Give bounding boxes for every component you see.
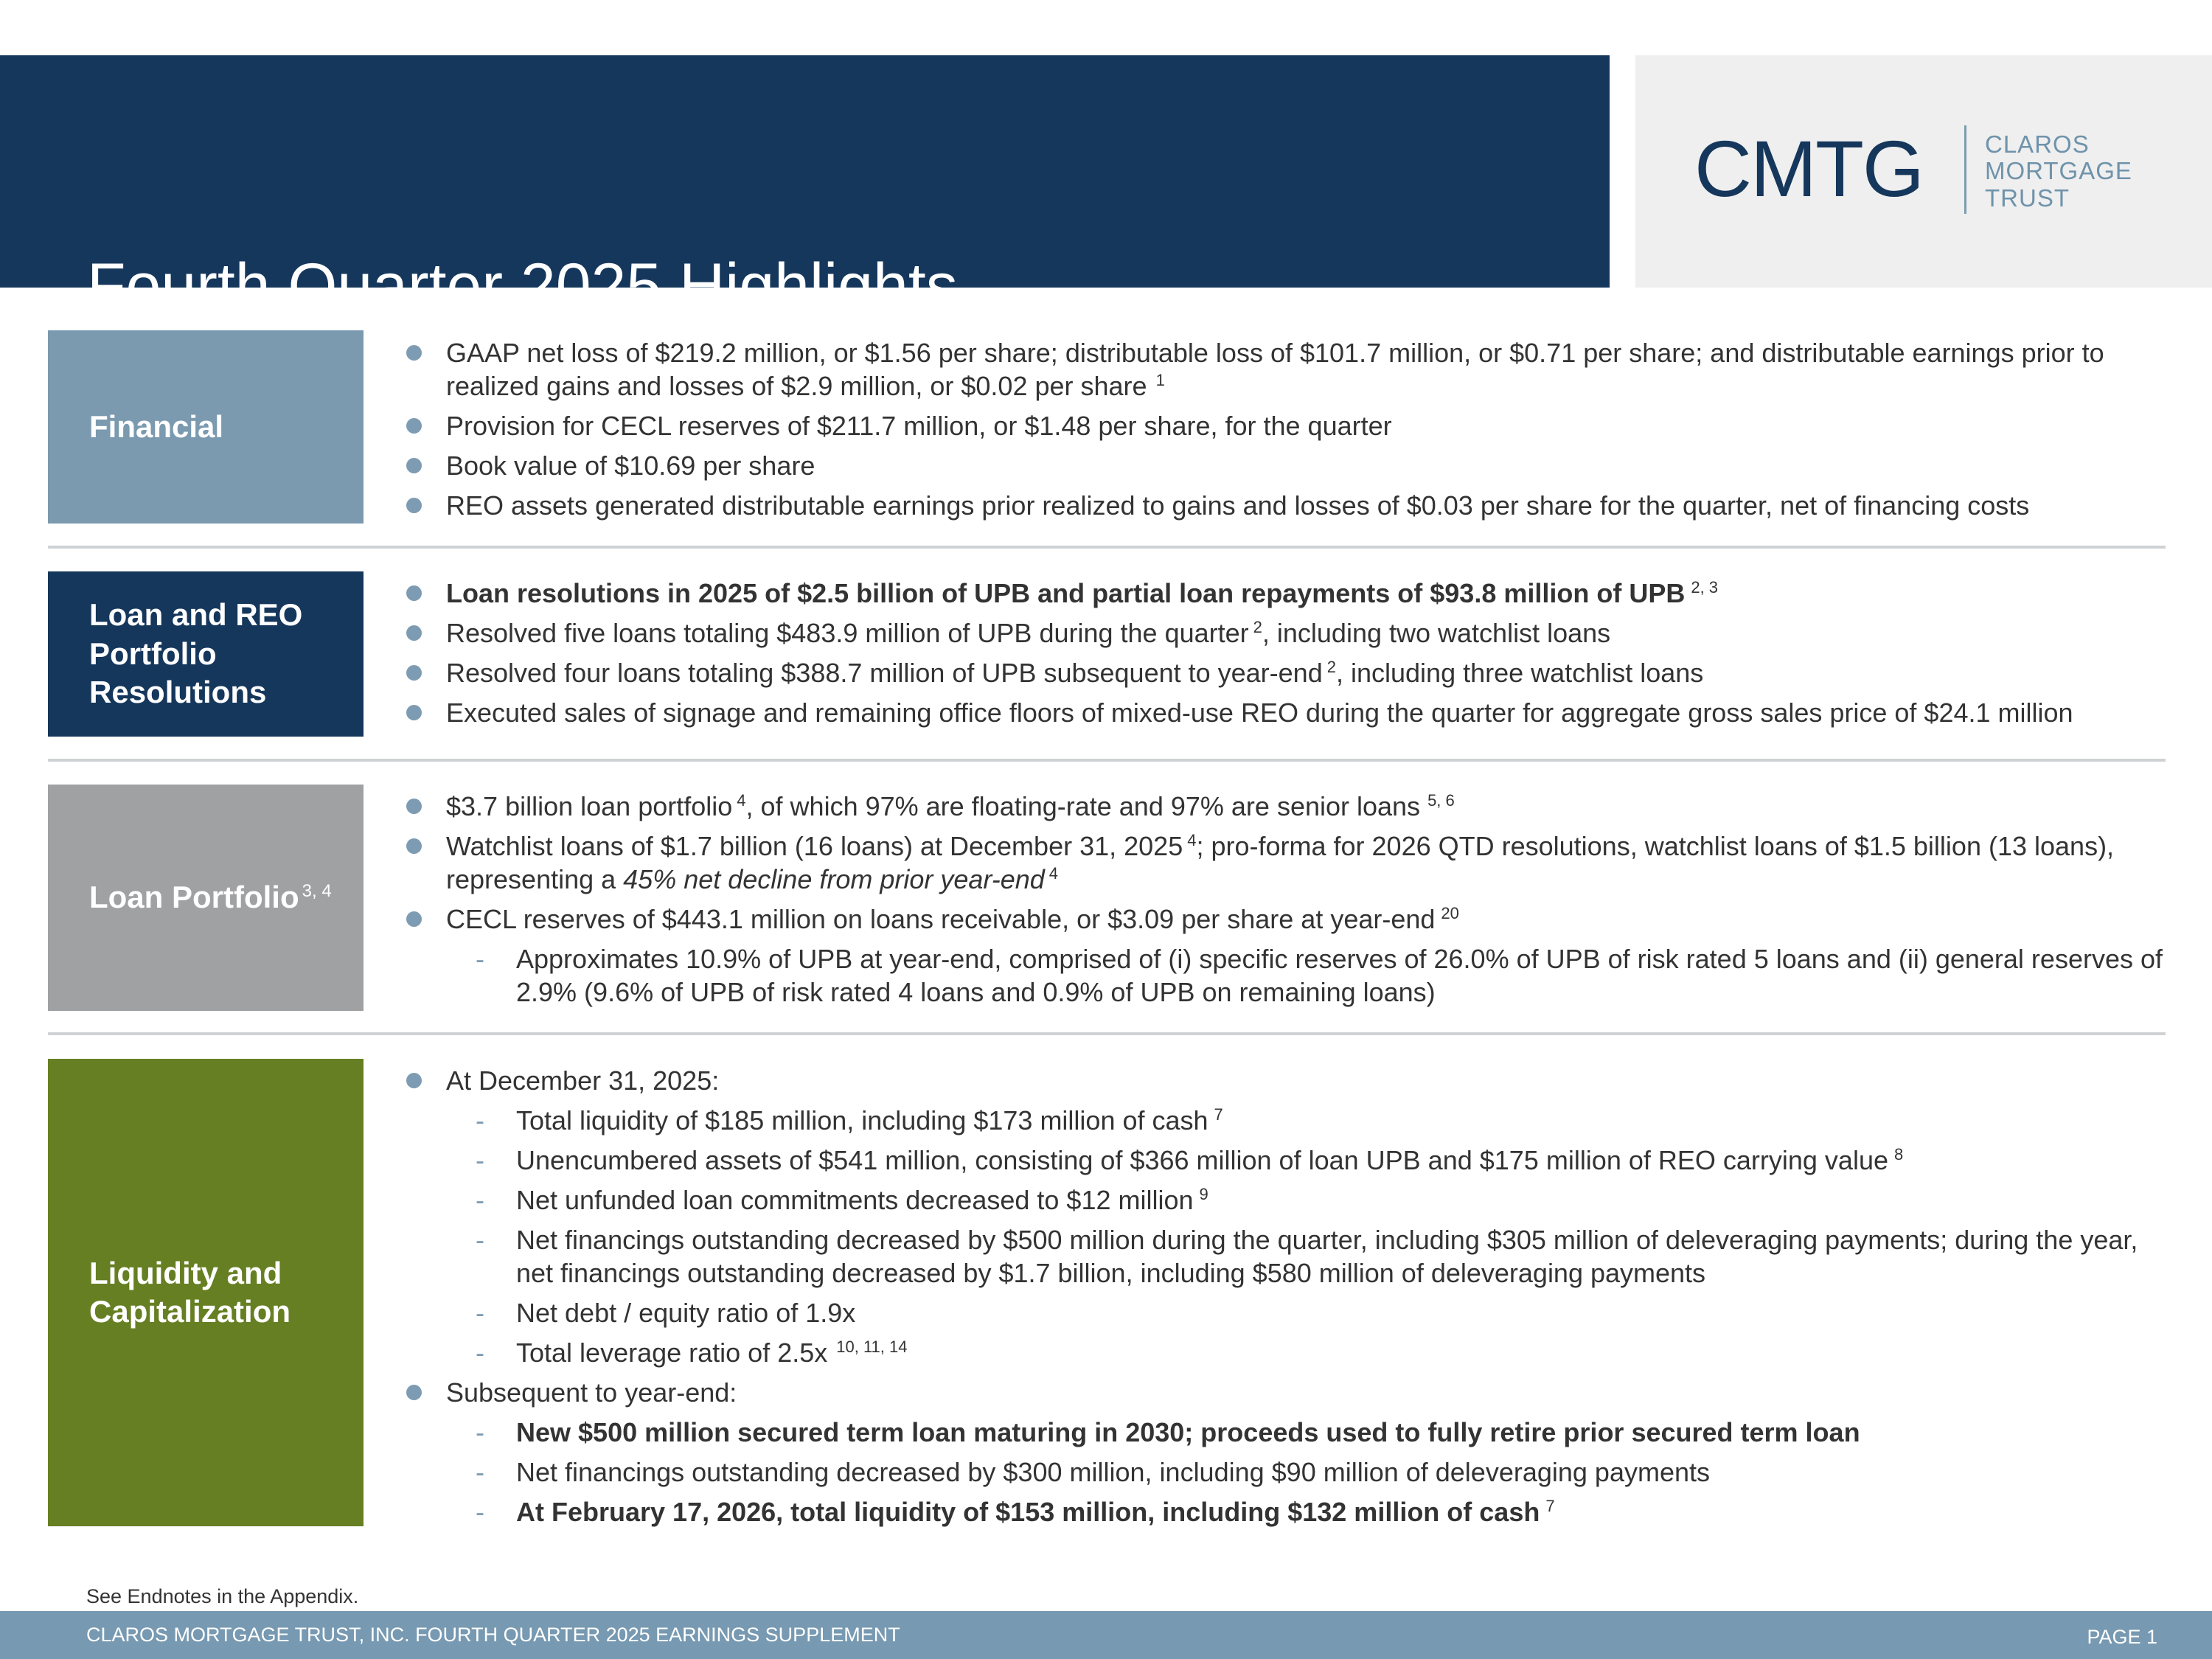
dash-icon: -: [476, 1338, 484, 1368]
dash-icon: -: [476, 944, 484, 974]
bullet-icon: [406, 911, 422, 927]
sub-bullet-item: - Unencumbered assets of $541 million, c…: [476, 1145, 1904, 1175]
dash-icon: -: [476, 1145, 484, 1175]
section-content-portfolio: $3.7 billion loan portfolio 4, of which 9…: [402, 790, 2171, 1009]
bullet-item: Loan resolutions in 2025 of $2.5 billion…: [402, 577, 2171, 610]
section-divider: [48, 759, 2166, 762]
company-logo: CMTG CLAROS MORTGAGE TRUST: [1635, 55, 2212, 288]
section-label-liquidity: Liquidity and Capitalization: [48, 1059, 364, 1526]
bullet-item: Resolved four loans totaling $388.7 mill…: [402, 656, 2171, 689]
bullet-item: Book value of $10.69 per share: [402, 449, 2171, 482]
section-label-text: Financial: [89, 408, 224, 444]
dash-icon: -: [476, 1225, 484, 1255]
bullet-icon: [406, 498, 422, 513]
footer-band: CLAROS MORTGAGE TRUST, INC. FOURTH QUART…: [0, 1611, 2212, 1659]
section-label-financial: Financial: [48, 330, 364, 524]
bullet-item: Subsequent to year-end:: [402, 1376, 2171, 1409]
logo-name-line: CLAROS: [1985, 131, 2090, 158]
bullet-icon: [406, 345, 422, 361]
dash-icon: -: [476, 1457, 484, 1487]
sub-bullet-item: - Approximates 10.9% of UPB at year-end,…: [476, 944, 2163, 1007]
section-divider: [48, 546, 2166, 549]
sub-bullet-item: - Net unfunded loan commitments decrease…: [476, 1185, 1208, 1215]
bullet-item: Executed sales of signage and remaining …: [402, 696, 2171, 729]
page-title: Fourth Quarter 2025 Highlights: [87, 251, 958, 321]
bullet-icon: [406, 838, 422, 854]
bullet-icon: [406, 418, 422, 434]
section-label-portfolio: Loan Portfolio 3, 4: [48, 785, 364, 1011]
bullet-item: CECL reserves of $443.1 million on loans…: [402, 902, 2171, 936]
sub-bullet-item: - Net debt / equity ratio of 1.9x: [476, 1298, 856, 1328]
dash-icon: -: [476, 1417, 484, 1447]
section-label-line: Loan and REO: [89, 597, 303, 633]
bullet-item: REO assets generated distributable earni…: [402, 489, 2171, 522]
page-number: PAGE 1: [2087, 1626, 2157, 1648]
dash-icon: -: [476, 1105, 484, 1135]
bullet-icon: [406, 705, 422, 720]
section-label-sup: 3, 4: [302, 881, 332, 902]
section-content-financial: GAAP net loss of $219.2 million, or $1.5…: [402, 336, 2171, 522]
sub-bullet-item: - Total leverage ratio of 2.5x 10, 11, 14: [476, 1338, 908, 1368]
bullet-item: GAAP net loss of $219.2 million, or $1.5…: [402, 336, 2171, 403]
bullet-item: Provision for CECL reserves of $211.7 mi…: [402, 409, 2171, 442]
section-divider: [48, 1032, 2166, 1035]
dash-icon: -: [476, 1185, 484, 1215]
bullet-icon: [406, 585, 422, 601]
sub-bullet-item: - At February 17, 2026, total liquidity …: [476, 1497, 1555, 1527]
bullet-icon: [406, 1385, 422, 1400]
section-label-line: Liquidity and: [89, 1255, 282, 1290]
section-label-line: Portfolio: [89, 636, 217, 671]
dash-icon: -: [476, 1497, 484, 1527]
logo-name-line: MORTGAGE: [1985, 157, 2132, 185]
footer-text: CLAROS MORTGAGE TRUST, INC. FOURTH QUART…: [86, 1624, 900, 1646]
sub-bullet-item: - Net financings outstanding decreased b…: [476, 1457, 1710, 1487]
dash-icon: -: [476, 1298, 484, 1328]
bullet-icon: [406, 799, 422, 814]
bullet-icon: [406, 1073, 422, 1088]
logo-name-line: TRUST: [1985, 184, 2070, 212]
logo-divider: [1964, 125, 1966, 214]
sub-bullet-item: - Net financings outstanding decreased b…: [476, 1225, 2138, 1288]
bullet-item: At December 31, 2025:: [402, 1064, 2171, 1097]
bullet-icon: [406, 665, 422, 681]
endnotes-note: See Endnotes in the Appendix.: [86, 1585, 359, 1607]
bullet-icon: [406, 625, 422, 641]
section-content-resolutions: Loan resolutions in 2025 of $2.5 billion…: [402, 577, 2171, 729]
section-label-resolutions: Loan and REO Portfolio Resolutions: [48, 571, 364, 737]
bullet-item: Watchlist loans of $1.7 billion (16 loan…: [402, 830, 2171, 896]
sub-bullet-item: - New $500 million secured term loan mat…: [476, 1417, 1860, 1447]
bullet-icon: [406, 458, 422, 473]
sub-bullet-item: - Total liquidity of $185 million, inclu…: [476, 1105, 1223, 1135]
logo-name: CLAROS MORTGAGE TRUST: [1985, 131, 2132, 212]
header-band: Fourth Quarter 2025 Highlights: [0, 55, 1610, 318]
section-content-liquidity: At December 31, 2025: - Total liquidity …: [402, 1064, 2171, 1528]
section-label-line: Capitalization: [89, 1294, 291, 1329]
bullet-item: $3.7 billion loan portfolio 4, of which 9…: [402, 790, 2171, 823]
section-label-text: Loan Portfolio: [89, 880, 299, 915]
logo-mark: CMTG: [1694, 124, 1924, 213]
section-label-line: Resolutions: [89, 675, 267, 710]
bullet-item: Resolved five loans totaling $483.9 mill…: [402, 616, 2171, 650]
